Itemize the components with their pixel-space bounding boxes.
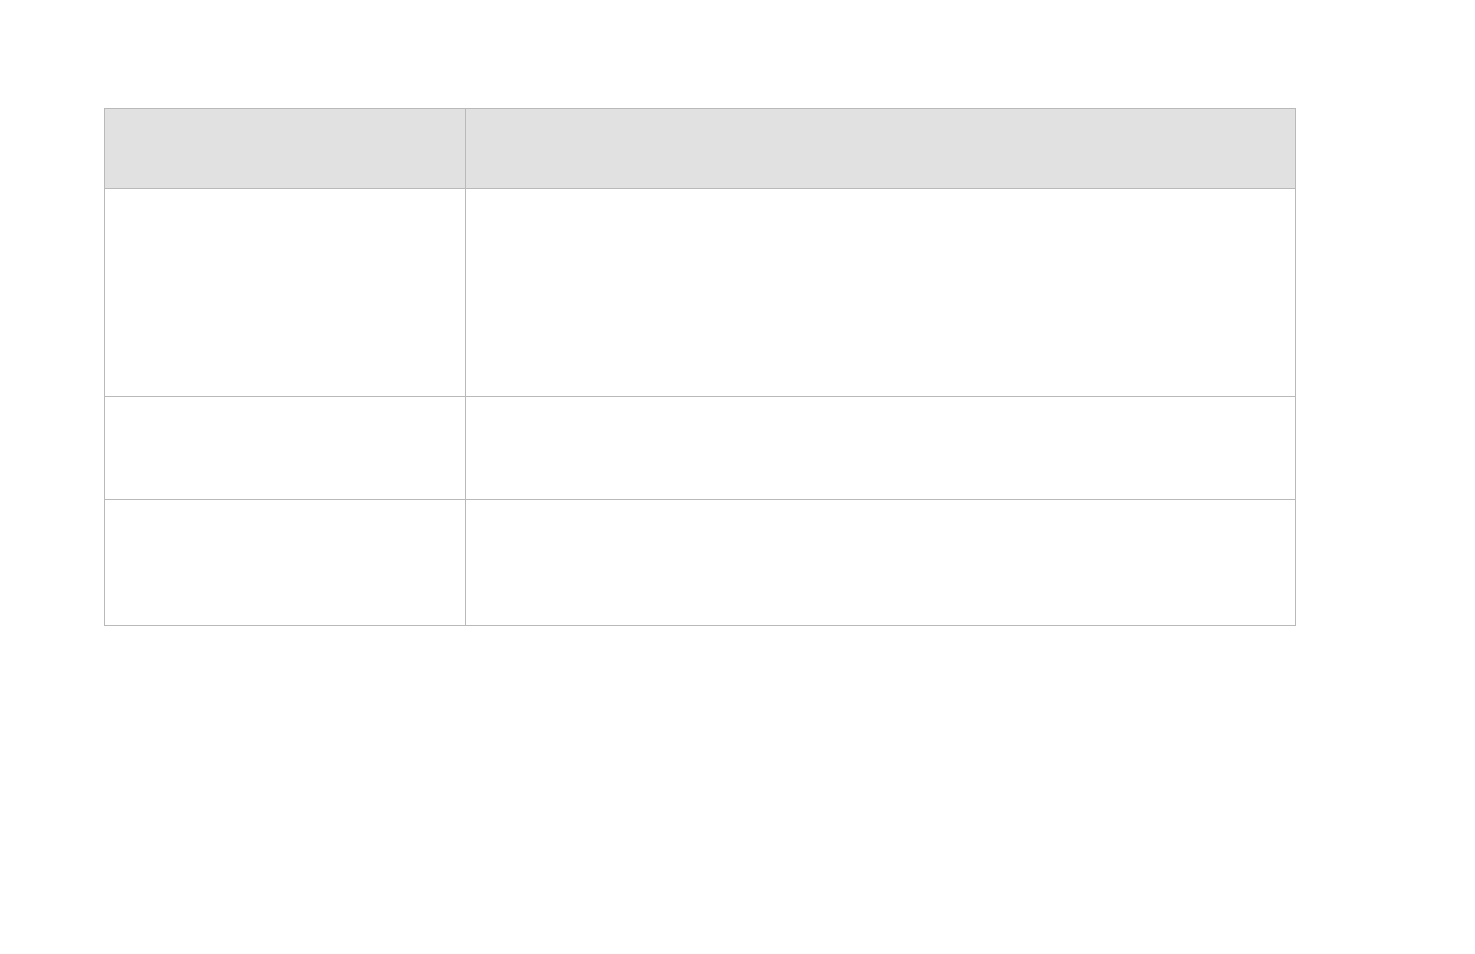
table-cell xyxy=(466,500,1296,626)
page xyxy=(0,0,1475,954)
table-header-cell xyxy=(466,109,1296,189)
table-cell xyxy=(466,397,1296,500)
table-cell xyxy=(105,397,466,500)
table-row xyxy=(105,397,1296,500)
table-cell xyxy=(466,189,1296,397)
table-header-cell xyxy=(105,109,466,189)
table-cell xyxy=(105,500,466,626)
table-row xyxy=(105,189,1296,397)
data-table xyxy=(104,108,1296,626)
table-row xyxy=(105,500,1296,626)
table-header-row xyxy=(105,109,1296,189)
table-cell xyxy=(105,189,466,397)
